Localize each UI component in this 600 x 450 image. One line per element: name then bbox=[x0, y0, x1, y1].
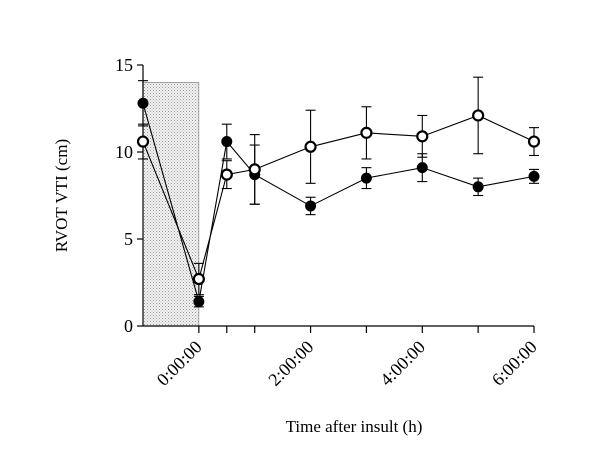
series-line bbox=[142, 114, 535, 281]
data-point bbox=[193, 296, 205, 308]
y-axis-title: RVOT VTI (cm) bbox=[52, 139, 71, 252]
x-tick-label: 4:00:00 bbox=[376, 337, 429, 390]
y-tick-label: 0 bbox=[124, 316, 133, 336]
x-tick-label: 2:00:00 bbox=[264, 337, 317, 390]
data-point bbox=[416, 130, 429, 143]
data-point bbox=[360, 126, 373, 139]
data-point bbox=[527, 135, 541, 148]
data-point bbox=[528, 170, 540, 182]
data-point bbox=[220, 168, 233, 181]
data-point bbox=[472, 109, 485, 122]
data-point bbox=[137, 97, 149, 109]
data-point bbox=[248, 163, 261, 176]
data-point bbox=[304, 140, 317, 153]
data-point bbox=[305, 200, 317, 212]
data-point bbox=[136, 135, 150, 148]
data-point bbox=[221, 136, 233, 148]
data-point bbox=[472, 181, 484, 193]
series-layer bbox=[136, 76, 541, 308]
x-tick-label: 0:00:00 bbox=[153, 337, 206, 390]
y-tick-label: 15 bbox=[115, 55, 133, 75]
data-point bbox=[360, 172, 372, 184]
x-axis-title: Time after insult (h) bbox=[286, 417, 423, 436]
data-point bbox=[416, 162, 428, 174]
series-open bbox=[136, 76, 541, 296]
x-tick-label: 6:00:00 bbox=[488, 337, 541, 390]
series-line bbox=[142, 103, 535, 302]
y-tick-label: 5 bbox=[124, 229, 133, 249]
data-point bbox=[192, 272, 205, 286]
y-tick-label: 10 bbox=[115, 142, 133, 162]
